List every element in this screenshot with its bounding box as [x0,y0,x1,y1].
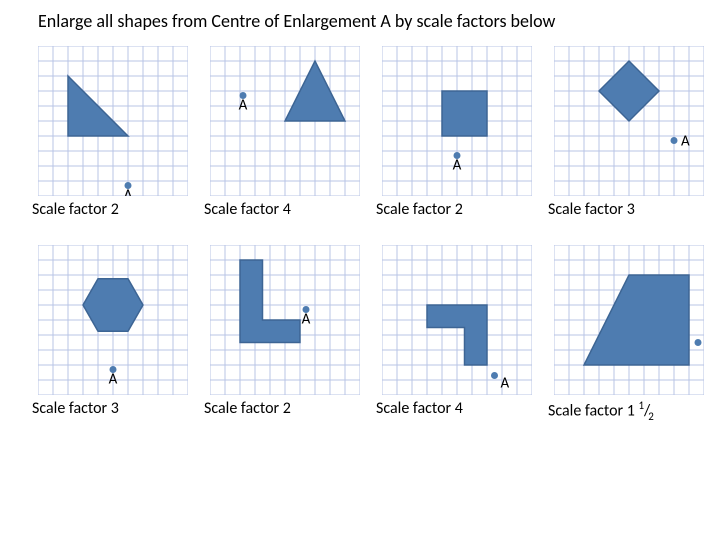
panel-cell: AScale factor 3 [554,46,708,219]
centre-point [491,372,498,379]
centre-point [671,137,678,144]
grid-panel: A [38,245,188,395]
centre-label: A [681,133,690,151]
centre-label: A [239,97,248,115]
shape-polygon [442,91,487,136]
page-title: Enlarge all shapes from Centre of Enlarg… [38,10,708,32]
panel-caption: Scale factor 2 [32,200,192,219]
grid-panel: A [382,46,532,196]
panel-cell: AScale factor 2 [210,245,364,423]
grid-panel: A [38,46,188,196]
panel-caption: Scale factor 4 [204,200,364,219]
centre-point [695,339,702,346]
panel-cell: AScale factor 4 [210,46,364,219]
centre-label: A [302,311,311,329]
panel-cell: AScale factor 3 [38,245,192,423]
grid-panel: A [554,245,704,395]
grid-panel: A [210,46,360,196]
panel-cell: AScale factor 2 [38,46,192,219]
panel-caption: Scale factor 3 [548,200,708,219]
panel-caption: Scale factor 2 [204,399,364,418]
panel-caption: Scale factor 1 1/2 [548,399,708,423]
grid-panel: A [382,245,532,395]
panel-caption: Scale factor 3 [32,399,192,418]
panel-cell: AScale factor 4 [382,245,536,423]
centre-label: A [453,157,462,175]
panel-cell: AScale factor 1 1/2 [554,245,708,423]
panel-cell: AScale factor 2 [382,46,536,219]
panel-caption: Scale factor 4 [376,399,536,418]
centre-label: A [124,187,133,197]
panels-grid: AScale factor 2AScale factor 4AScale fac… [38,46,708,423]
centre-label: A [501,375,510,393]
grid-panel: A [554,46,704,196]
grid-panel: A [210,245,360,395]
centre-label: A [109,371,118,389]
panel-caption: Scale factor 2 [376,200,536,219]
